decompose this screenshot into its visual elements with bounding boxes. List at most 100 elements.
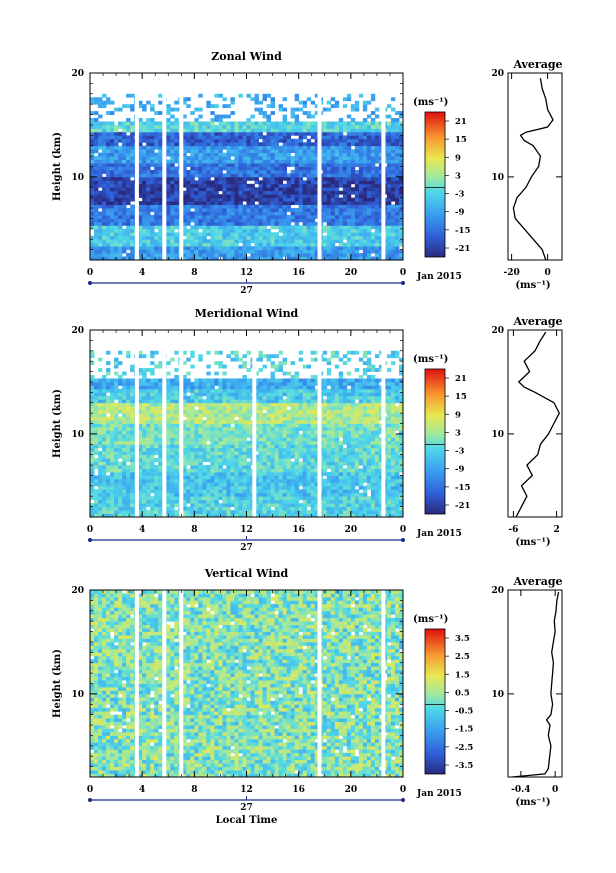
heatmap-cell [138, 489, 143, 494]
heatmap-cell [290, 121, 296, 126]
heatmap-cell [322, 506, 328, 511]
heatmap-cell [110, 121, 115, 126]
heatmap-cell [146, 183, 151, 188]
heatmap-cell [246, 228, 251, 233]
heatmap-cell [362, 201, 368, 205]
heatmap-cell [126, 492, 131, 497]
heatmap-cell [294, 214, 300, 219]
heatmap-cell [110, 232, 115, 237]
heatmap-cell [314, 489, 320, 494]
heatmap-cell [122, 183, 127, 188]
heatmap-cell [354, 138, 360, 143]
heatmap-cell [214, 142, 219, 147]
heatmap-cell [302, 173, 308, 178]
heatmap-cell [142, 107, 147, 112]
heatmap-cell [114, 232, 119, 237]
heatmap-cell [230, 235, 235, 240]
heatmap-cell [122, 176, 127, 181]
heatmap-cell [202, 506, 207, 511]
heatmap-cell [94, 138, 99, 143]
heatmap-cell [186, 104, 191, 109]
heatmap-cell [238, 471, 243, 476]
heatmap-cell [122, 492, 127, 497]
heatmap-cell [262, 471, 267, 476]
heatmap-cell [226, 246, 231, 251]
heatmap-cell [186, 478, 191, 483]
heatmap-cell [294, 152, 300, 157]
heatmap-cell [386, 235, 392, 240]
heatmap-cell [202, 214, 207, 219]
heatmap-cell [182, 256, 187, 261]
heatmap-cell [182, 482, 187, 487]
heatmap-cell [202, 208, 207, 212]
heatmap-cell [242, 163, 247, 167]
heatmap-cell [310, 242, 316, 247]
heatmap-cell [302, 482, 308, 487]
heatmap-cell [310, 492, 316, 497]
heatmap-cell [214, 475, 219, 480]
heatmap-cell [358, 232, 364, 237]
heatmap-cell [186, 454, 191, 459]
heatmap-cell [370, 489, 376, 494]
heatmap-cell [398, 124, 404, 129]
heatmap-cell [142, 496, 147, 501]
heatmap-cell [222, 242, 227, 247]
heatmap-cell [114, 194, 119, 199]
heatmap-cell [114, 142, 119, 147]
heatmap-cell [194, 187, 199, 192]
heatmap-cell [330, 225, 336, 230]
heatmap-cell [222, 451, 227, 456]
heatmap-cell [270, 249, 275, 254]
heatmap-cell [346, 190, 352, 195]
heatmap-cell [114, 235, 119, 240]
heatmap-cell [322, 485, 328, 490]
colorbar-tick-label: -15 [455, 226, 470, 236]
heatmap-cell [258, 131, 263, 136]
heatmap-cell [294, 142, 300, 147]
heatmap-cell [378, 128, 384, 133]
heatmap-cell [330, 149, 336, 154]
heatmap-cell [346, 163, 352, 167]
heatmap-cell [94, 513, 99, 518]
heatmap-cell [342, 180, 348, 185]
heatmap-cell [374, 451, 380, 456]
heatmap-cell [98, 239, 103, 244]
heatmap-cell [322, 499, 328, 504]
heatmap-cell [234, 183, 239, 188]
heatmap-cell [206, 496, 211, 501]
heatmap-cell [270, 496, 275, 501]
heatmap-cell [370, 465, 376, 469]
heatmap-cell [90, 169, 95, 174]
heatmap-cell [206, 197, 211, 202]
heatmap-cell [126, 225, 131, 230]
heatmap-cell [326, 482, 332, 487]
heatmap-cell [106, 138, 111, 143]
heatmap-cell [210, 506, 215, 511]
heatmap-cell [98, 503, 103, 508]
heatmap-cell [122, 131, 127, 136]
heatmap-cell [390, 492, 396, 497]
heatmap-cell [150, 482, 155, 487]
heatmap-cell [234, 478, 239, 483]
heatmap-cell [258, 242, 263, 247]
heatmap-cell [118, 478, 123, 483]
heatmap-cell [390, 471, 396, 476]
heatmap-cell [346, 471, 352, 476]
heatmap-cell [222, 468, 227, 473]
heatmap-cell [278, 128, 284, 133]
heatmap-cell [366, 194, 372, 199]
heatmap-cell [186, 235, 191, 240]
heatmap-cell [346, 444, 352, 449]
heatmap-cell [338, 190, 344, 195]
heatmap-cell [270, 169, 275, 174]
heatmap-cell [398, 145, 404, 150]
heatmap-cell [370, 242, 376, 247]
heatmap-cell [102, 499, 107, 504]
heatmap-cell [158, 135, 163, 140]
heatmap-cell [258, 218, 263, 223]
heatmap-cell [242, 156, 247, 160]
heatmap-cell [282, 176, 288, 181]
heatmap-cell [374, 124, 380, 129]
heatmap-cell [150, 214, 155, 219]
heatmap-cell [354, 499, 360, 504]
